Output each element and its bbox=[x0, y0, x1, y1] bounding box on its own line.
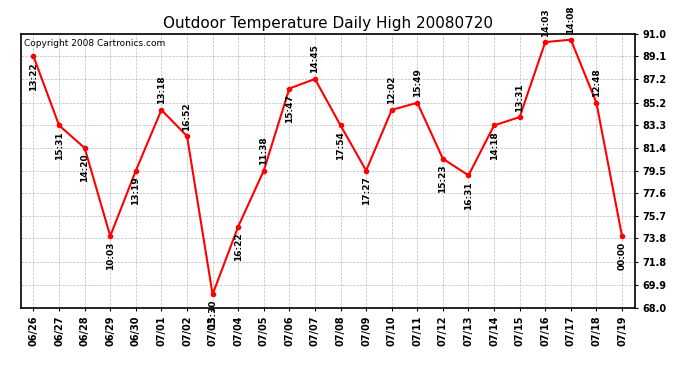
Text: 17:27: 17:27 bbox=[362, 176, 371, 205]
Text: 15:49: 15:49 bbox=[413, 68, 422, 97]
Text: 00:00: 00:00 bbox=[618, 242, 627, 270]
Text: 17:54: 17:54 bbox=[336, 131, 345, 160]
Text: 13:18: 13:18 bbox=[157, 76, 166, 104]
Text: 10:03: 10:03 bbox=[106, 242, 115, 270]
Text: 14:45: 14:45 bbox=[310, 45, 319, 74]
Text: 13:19: 13:19 bbox=[131, 176, 140, 205]
Text: 15:23: 15:23 bbox=[438, 164, 447, 193]
Text: 15:30: 15:30 bbox=[208, 300, 217, 328]
Text: 16:31: 16:31 bbox=[464, 181, 473, 210]
Text: 15:31: 15:31 bbox=[55, 131, 63, 160]
Text: 13:31: 13:31 bbox=[515, 83, 524, 111]
Text: 14:03: 14:03 bbox=[541, 8, 550, 36]
Text: 15:47: 15:47 bbox=[285, 94, 294, 123]
Text: 14:20: 14:20 bbox=[80, 154, 89, 182]
Text: 16:52: 16:52 bbox=[183, 102, 192, 130]
Text: 11:38: 11:38 bbox=[259, 136, 268, 165]
Text: Copyright 2008 Cartronics.com: Copyright 2008 Cartronics.com bbox=[23, 39, 165, 48]
Text: 13:22: 13:22 bbox=[29, 62, 38, 90]
Text: 14:08: 14:08 bbox=[566, 6, 575, 34]
Title: Outdoor Temperature Daily High 20080720: Outdoor Temperature Daily High 20080720 bbox=[163, 16, 493, 31]
Text: 14:18: 14:18 bbox=[490, 131, 499, 160]
Text: 12:48: 12:48 bbox=[592, 69, 601, 97]
Text: 16:22: 16:22 bbox=[234, 232, 243, 261]
Text: 12:02: 12:02 bbox=[387, 76, 396, 104]
